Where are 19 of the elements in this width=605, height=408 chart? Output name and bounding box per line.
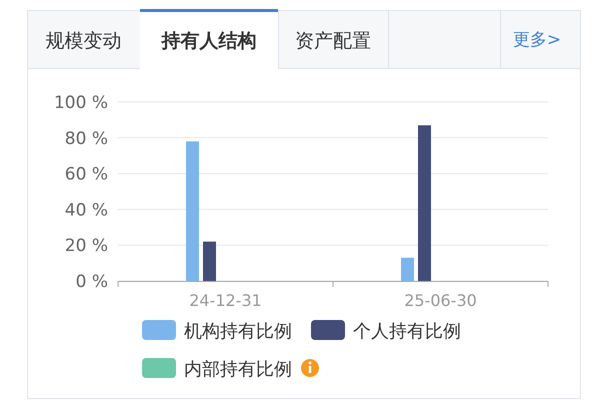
y-tick-label: 100 % [54, 93, 108, 113]
bar [401, 258, 414, 281]
bar [418, 125, 431, 281]
bar [186, 141, 199, 281]
legend-label: 机构持有比例 [184, 321, 292, 342]
text: 规模变动 [46, 30, 122, 52]
text: 更多> [512, 30, 562, 50]
y-tick-label: 80 % [64, 128, 108, 149]
y-tick-label: 60 % [64, 164, 108, 185]
legend-label: 个人持有比例 [353, 321, 461, 342]
bar [203, 242, 216, 281]
text: 资产配置 [295, 30, 371, 52]
x-tick-label: 24-12-31 [189, 291, 262, 310]
y-tick-label: 20 % [64, 236, 108, 256]
text: 持有人结构 [160, 30, 256, 52]
y-tick-label: 40 % [64, 200, 108, 220]
y-tick-label: 0 % [76, 272, 108, 292]
legend-label: 内部持有比例 [184, 359, 292, 380]
x-tick-label: 25-06-30 [404, 291, 477, 310]
